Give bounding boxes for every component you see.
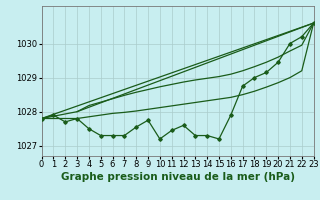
X-axis label: Graphe pression niveau de la mer (hPa): Graphe pression niveau de la mer (hPa) <box>60 172 295 182</box>
